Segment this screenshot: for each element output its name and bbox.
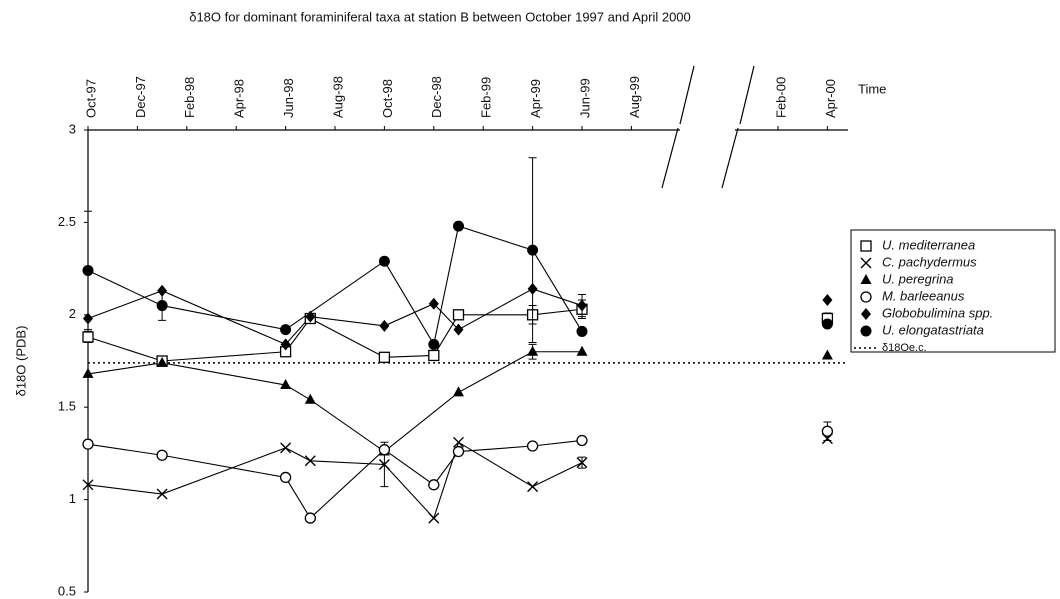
marker (279, 471, 292, 484)
x-axis-label: Time (858, 81, 886, 96)
marker (82, 331, 94, 343)
y-tick-label: 1 (69, 491, 76, 506)
marker (452, 309, 465, 321)
axis-break (661, 127, 679, 189)
marker (156, 449, 168, 461)
x-tick-label: Apr-98 (232, 79, 247, 118)
x-tick-label: Apr-00 (823, 79, 838, 118)
marker (379, 319, 390, 332)
y-tick-label: 0.5 (58, 583, 76, 598)
marker (280, 379, 292, 390)
legend-marker (860, 274, 872, 284)
axis-break (721, 127, 739, 189)
chart-title: δ18O for dominant foraminiferal taxa at … (189, 9, 691, 24)
marker (527, 481, 539, 493)
legend-label: U. mediterranea (882, 237, 975, 252)
marker (428, 479, 440, 491)
axis-break (679, 65, 695, 125)
marker (821, 349, 833, 360)
y-tick-label: 2.5 (58, 214, 76, 229)
marker (378, 351, 391, 363)
x-tick-label: Jun-99 (577, 78, 592, 118)
legend-label: C. pachydermus (882, 254, 977, 269)
marker (304, 393, 316, 404)
legend-marker (860, 240, 872, 252)
series-line (87, 351, 582, 453)
marker (453, 220, 464, 232)
axis-break (739, 65, 755, 125)
marker (822, 294, 833, 307)
x-tick-label: Dec-98 (429, 76, 444, 118)
marker (280, 442, 292, 454)
marker (453, 323, 464, 336)
legend-label: M. barleeanus (882, 288, 965, 303)
marker (428, 297, 439, 310)
x-tick-label: Feb-99 (479, 77, 494, 118)
marker (156, 488, 168, 500)
marker (576, 434, 588, 447)
x-tick-label: Oct-98 (380, 79, 395, 118)
x-tick-label: Aug-98 (330, 76, 345, 118)
legend-label: U. peregrina (882, 271, 954, 286)
marker (453, 386, 464, 397)
marker (82, 367, 94, 378)
marker (82, 479, 94, 491)
marker (378, 444, 391, 456)
legend-box (850, 229, 1056, 353)
x-tick-label: Dec-97 (133, 76, 148, 118)
legend-label: U. elongatastriata (882, 322, 984, 337)
marker (82, 264, 94, 276)
marker (453, 436, 464, 448)
y-tick-label: 1.5 (58, 399, 76, 414)
marker (576, 325, 588, 337)
legend-marker (861, 308, 871, 320)
marker (378, 255, 390, 267)
marker (304, 512, 316, 524)
series-line (87, 225, 583, 346)
x-tick-label: Oct-97 (83, 79, 98, 118)
marker (156, 356, 168, 367)
marker (428, 512, 440, 524)
legend-marker (860, 291, 872, 303)
marker (378, 458, 390, 470)
legend-label: Globobulimina spp. (882, 305, 993, 320)
marker (527, 244, 539, 256)
x-tick-label: Feb-00 (773, 77, 788, 118)
x-tick-label: Jun-98 (281, 78, 296, 118)
marker (428, 349, 440, 362)
marker (577, 299, 587, 312)
marker (280, 338, 291, 351)
marker (821, 425, 834, 437)
marker (280, 324, 292, 336)
y-tick-label: 3 (69, 121, 76, 136)
marker (821, 318, 833, 330)
legend-marker (860, 257, 872, 269)
x-tick-label: Apr-99 (528, 79, 543, 118)
marker (576, 457, 588, 469)
marker (526, 440, 539, 452)
marker (82, 438, 94, 450)
marker (576, 345, 588, 356)
marker (428, 338, 440, 350)
marker (305, 310, 316, 323)
legend-marker (860, 325, 872, 337)
y-tick-label: 2 (69, 306, 76, 321)
marker (156, 300, 168, 312)
legend-label: δ18Oe.c. (882, 342, 927, 354)
x-tick-label: Aug-99 (627, 76, 642, 118)
marker (452, 445, 465, 458)
y-axis-label: δ18O (PDB) (13, 326, 28, 397)
marker (304, 455, 316, 467)
x-tick-label: Feb-98 (182, 77, 197, 118)
marker (527, 345, 539, 356)
